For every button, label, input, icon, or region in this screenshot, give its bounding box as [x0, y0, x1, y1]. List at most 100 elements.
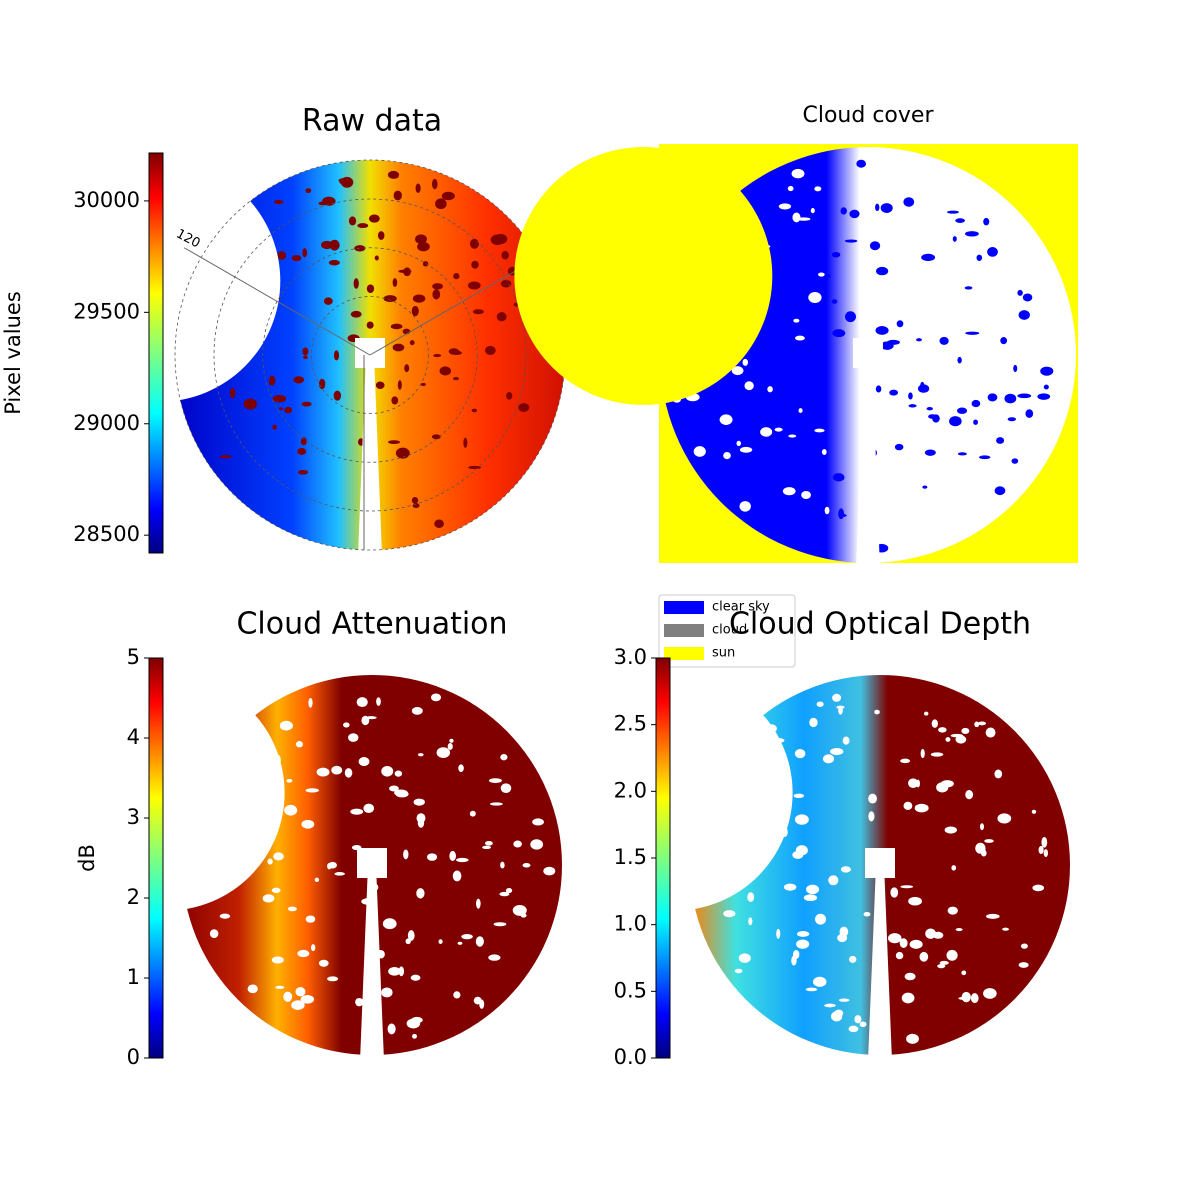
colorbar-tick-label: 0.5: [614, 978, 647, 1002]
sky-blob: [788, 434, 797, 438]
sky-blob: [748, 917, 753, 926]
sky-blob: [283, 991, 293, 1002]
sky-blob: [409, 340, 415, 346]
legend-label: cloud: [712, 623, 747, 638]
disk-notch: [49, 675, 285, 911]
sky-blob: [791, 168, 805, 179]
sky-blob: [814, 428, 825, 433]
sky-blob: [908, 778, 919, 789]
sky-blob: [375, 381, 385, 390]
sky-blob: [976, 254, 983, 261]
sky-blob: [920, 381, 925, 390]
sky-blob: [895, 951, 904, 960]
sky-blob: [973, 419, 978, 425]
sky-blob: [961, 727, 970, 735]
sky-blob: [305, 915, 316, 923]
sky-blob: [407, 930, 415, 941]
sky-blob: [327, 862, 332, 870]
sky-blob: [818, 272, 825, 277]
sky-blob: [530, 839, 544, 850]
sky-blob: [951, 865, 957, 871]
sky-blob: [291, 1000, 305, 1010]
sky-blob: [393, 190, 402, 201]
sky-blob: [813, 976, 827, 987]
sky-blob: [1031, 809, 1037, 814]
sky-blob: [776, 928, 781, 939]
sky-blob: [937, 964, 946, 969]
sky-blob: [965, 790, 974, 800]
sky-blob: [863, 911, 871, 917]
sky-blob: [279, 407, 284, 411]
sky-blob: [434, 519, 444, 528]
mask-square: [853, 338, 883, 368]
colorbar-tick-label: 2.5: [614, 712, 647, 736]
sky-blob: [1020, 943, 1028, 949]
sky-blob: [952, 236, 957, 242]
sky-blob: [318, 378, 326, 390]
sky-blob: [469, 810, 476, 817]
sky-blob: [796, 931, 810, 937]
sky-blob: [955, 735, 967, 744]
sky-blob: [387, 170, 400, 179]
sky-blob: [787, 185, 794, 192]
sky-blob: [965, 231, 979, 237]
sky-blob: [836, 705, 845, 709]
sky-blob: [821, 449, 827, 455]
sky-blob: [778, 203, 792, 210]
sky-blob: [919, 951, 929, 962]
sky-blob: [887, 933, 902, 944]
sky-blob: [453, 273, 460, 280]
colorbar-tick-label: 4: [127, 725, 140, 749]
sky-blob: [796, 939, 810, 949]
sky-blob: [838, 508, 845, 520]
sky-blob: [327, 976, 339, 982]
colorbar-tick-label: 3.0: [614, 645, 647, 669]
sky-blob: [388, 440, 401, 445]
sky-blob: [904, 972, 916, 981]
sky-blob: [482, 845, 492, 850]
sky-blob: [461, 934, 473, 940]
colorbar-tick-label: 0.0: [614, 1045, 647, 1069]
sky-blob: [924, 449, 936, 456]
sky-blob: [366, 321, 374, 329]
colorbar-tick-label: 28500: [73, 522, 140, 546]
sky-blob: [947, 210, 959, 214]
sky-blob: [826, 274, 831, 278]
sky-blob: [875, 203, 880, 212]
polar-axis: [183, 247, 371, 356]
sky-blob: [308, 697, 313, 708]
sky-blob: [996, 437, 1005, 444]
colorbar-tick-label: 29000: [73, 411, 140, 435]
legend-swatch: [664, 624, 704, 637]
sky-blob: [842, 736, 850, 745]
sky-blob: [908, 404, 917, 408]
sky-blob: [798, 408, 803, 413]
sky-blob: [808, 291, 822, 303]
sky-blob: [484, 840, 493, 846]
sky-blob: [979, 823, 984, 831]
sky-blob: [452, 870, 462, 882]
sky-blob: [433, 353, 442, 358]
sky-blob: [876, 266, 889, 276]
sky-blob: [839, 926, 849, 937]
sky-blob: [300, 437, 307, 446]
mask-square: [357, 848, 387, 878]
sky-blob: [739, 501, 751, 512]
sky-blob: [314, 877, 320, 883]
sky-blob: [275, 985, 285, 989]
sky-blob: [983, 988, 997, 999]
sky-blob: [906, 1033, 919, 1044]
sky-blob: [801, 490, 811, 500]
sky-blob: [920, 748, 925, 759]
sky-blob: [449, 738, 454, 743]
sky-blob: [949, 416, 962, 427]
sky-blob: [901, 992, 915, 1004]
sky-blob: [432, 178, 438, 190]
sky-blob: [422, 261, 429, 267]
sky-blob: [994, 486, 1006, 496]
sky-blob: [394, 789, 408, 797]
sky-blob: [475, 936, 484, 947]
sky-blob: [987, 247, 998, 257]
sky-blob: [914, 803, 929, 813]
